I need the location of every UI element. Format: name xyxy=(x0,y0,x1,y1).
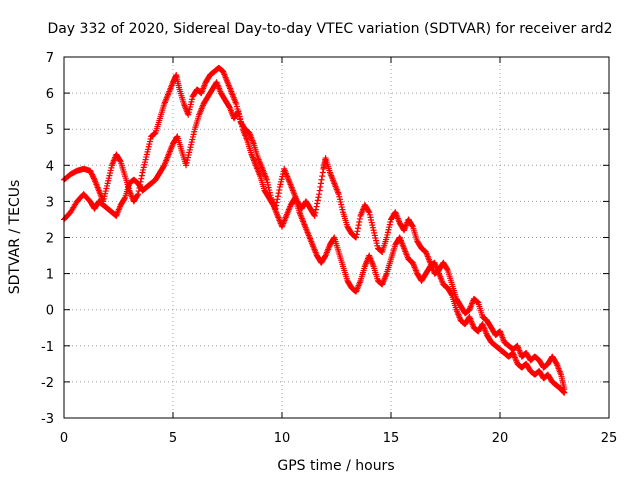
data-point xyxy=(312,206,319,213)
x-tick-label: 5 xyxy=(169,431,177,446)
axis-ticks: 0 5 10 15 20 25 -3 -2 -1 0 1 2 3 4 5 6 7 xyxy=(41,51,617,446)
data-point xyxy=(90,175,97,182)
data-point xyxy=(314,200,321,207)
x-tick-label: 0 xyxy=(60,431,68,446)
data-point xyxy=(291,195,298,202)
data-point xyxy=(365,208,372,215)
data-point xyxy=(138,175,145,182)
x-axis-label: GPS time / hours xyxy=(277,458,394,474)
data-point xyxy=(353,231,360,238)
data-point xyxy=(315,194,322,201)
data-point xyxy=(314,197,321,204)
data-point xyxy=(312,209,319,216)
y-tick-label: -1 xyxy=(41,340,54,355)
data-point xyxy=(318,176,325,183)
y-tick-label: 1 xyxy=(46,268,54,283)
data-point xyxy=(317,183,324,190)
y-tick-label: 3 xyxy=(46,195,54,210)
y-tick-label: -2 xyxy=(41,376,54,391)
data-point xyxy=(409,222,416,229)
y-tick-label: 7 xyxy=(46,51,54,66)
data-point xyxy=(330,235,337,242)
data-point xyxy=(274,196,281,203)
x-tick-label: 20 xyxy=(492,431,509,446)
y-tick-label: 4 xyxy=(46,159,54,174)
y-tick-label: 5 xyxy=(46,123,54,138)
data-point xyxy=(356,219,363,226)
y-tick-label: -3 xyxy=(41,412,54,427)
data-marks xyxy=(61,64,568,396)
chart-title: Day 332 of 2020, Sidereal Day-to-day VTE… xyxy=(47,21,612,37)
x-tick-label: 15 xyxy=(383,431,400,446)
y-tick-label: 0 xyxy=(46,304,54,319)
data-point xyxy=(317,180,324,187)
y-tick-label: 2 xyxy=(46,232,54,247)
data-point xyxy=(117,157,124,164)
data-point xyxy=(135,191,142,198)
y-tick-label: 6 xyxy=(46,87,54,102)
data-point xyxy=(319,169,326,176)
data-point xyxy=(275,190,282,197)
data-point xyxy=(319,173,326,180)
data-point xyxy=(561,389,568,396)
data-point xyxy=(448,291,455,298)
data-point xyxy=(121,195,128,202)
data-point xyxy=(276,187,283,194)
y-axis-label: SDTVAR / TECUs xyxy=(7,180,23,295)
data-point xyxy=(313,203,320,210)
x-tick-label: 25 xyxy=(601,431,618,446)
data-point xyxy=(353,234,360,241)
data-point xyxy=(134,192,141,199)
data-point xyxy=(316,191,323,198)
data-point xyxy=(444,265,451,272)
data-point xyxy=(138,172,145,179)
data-point xyxy=(355,222,362,229)
x-tick-label: 10 xyxy=(274,431,291,446)
data-point xyxy=(316,187,323,194)
data-point xyxy=(354,225,361,232)
data-point xyxy=(274,193,281,200)
data-point xyxy=(173,134,180,141)
data-point xyxy=(354,228,361,235)
data-point xyxy=(356,215,363,222)
data-point xyxy=(311,212,318,219)
